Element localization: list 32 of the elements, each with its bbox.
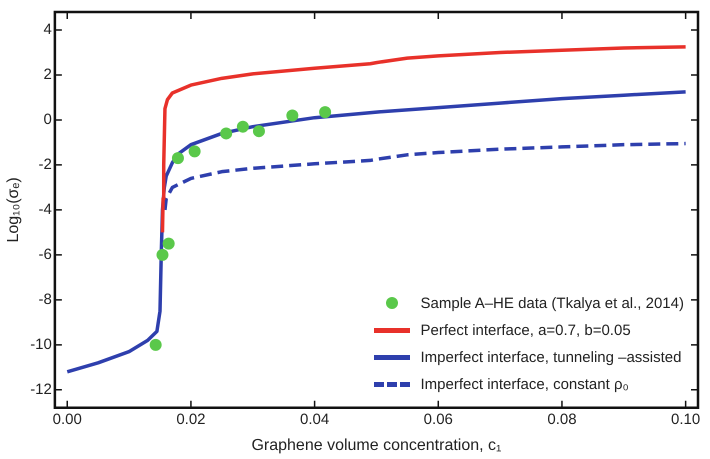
point — [220, 127, 232, 140]
point — [286, 109, 298, 122]
y-tick-label: -6 — [38, 246, 52, 264]
point — [156, 248, 168, 261]
x-axis-title: Graphene volume concentration, c₁ — [251, 436, 502, 454]
legend-label: Sample A–HE data (Tkalya et al., 2014) — [420, 294, 684, 314]
point — [252, 125, 265, 138]
y-tick-label: 2 — [44, 66, 52, 84]
y-tick-label: -8 — [38, 290, 52, 308]
legend-label: Imperfect interface, tunneling –assisted — [420, 348, 682, 368]
point — [172, 152, 184, 164]
point — [319, 106, 332, 118]
x-tick-label: 0.04 — [300, 410, 330, 428]
point — [236, 120, 249, 133]
legend-label: Perfect interface, a=0.7, b=0.05 — [420, 320, 631, 341]
x-tick-label: 0.00 — [52, 410, 82, 428]
x-tick-label: 0.02 — [176, 410, 206, 428]
line-series — [163, 142, 688, 212]
x-tick-label: 0.08 — [547, 410, 577, 428]
y-axis-title: Log₁₀(σₑ) — [5, 177, 22, 243]
y-tick-label: -10 — [30, 336, 52, 353]
y-tick-label: -2 — [38, 156, 52, 174]
y-tick-label: -4 — [38, 201, 52, 218]
y-tick-label: 0 — [44, 111, 52, 128]
x-tick-label: 0.06 — [424, 410, 453, 428]
legend-label: Imperfect interface, constant ρ₀ — [420, 374, 629, 395]
y-tick-label: 4 — [44, 21, 52, 38]
y-tick-label: -12 — [30, 380, 52, 398]
point — [150, 338, 162, 351]
x-tick-label: 0.10 — [671, 410, 700, 428]
point — [162, 238, 175, 250]
point — [188, 145, 201, 158]
